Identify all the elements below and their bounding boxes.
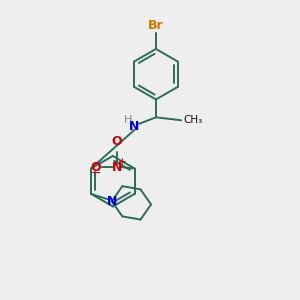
Text: Br: Br — [148, 19, 164, 32]
Text: O: O — [91, 160, 101, 174]
Text: N: N — [129, 120, 140, 133]
Text: +: + — [118, 157, 127, 167]
Text: O: O — [112, 135, 122, 148]
Text: CH₃: CH₃ — [184, 115, 203, 125]
Text: H: H — [124, 115, 132, 125]
Text: N: N — [112, 160, 122, 174]
Text: N: N — [106, 195, 117, 208]
Text: −: − — [91, 167, 101, 179]
